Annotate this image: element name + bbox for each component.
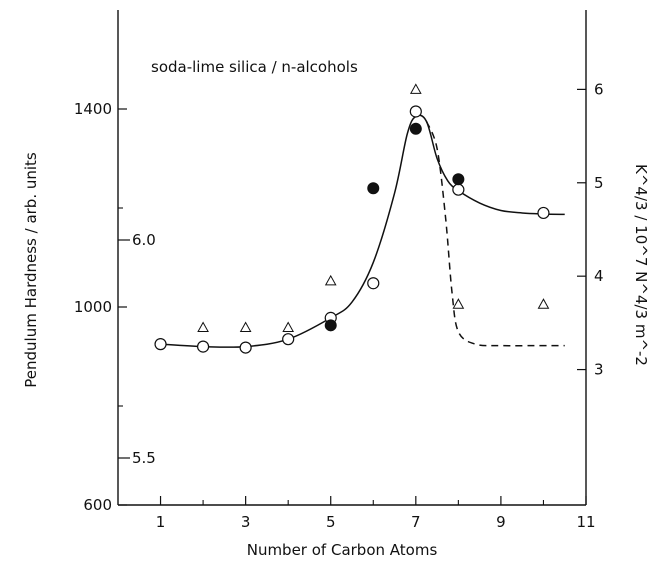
dashed-fit-curve: [425, 121, 565, 347]
open-circle-point: [367, 277, 380, 290]
x-tick-label: 11: [576, 513, 595, 531]
open-circle-point: [409, 105, 422, 118]
data-points: [154, 83, 550, 354]
open-triangle-point: [537, 298, 550, 309]
open-circle-point: [452, 183, 465, 196]
y-inner-tick-label: 6.0: [132, 231, 156, 249]
open-triangle-point: [197, 321, 209, 333]
tick-labels: 1 3 5 7 9 11 600 1000 1400 5.5 6.0 3 4 5 6: [74, 80, 604, 531]
x-tick-label: 3: [241, 513, 251, 531]
open-circle-point: [154, 338, 167, 351]
open-triangle-point: [239, 321, 252, 333]
y-left-tick-label: 600: [83, 496, 112, 514]
open-circle-point: [239, 341, 252, 354]
x-tick-label: 7: [411, 513, 421, 531]
open-triangle-point: [282, 321, 295, 333]
filled-circle-point: [409, 122, 422, 135]
y-left-tick-label: 1000: [74, 298, 112, 316]
fit-curves: [160, 114, 565, 349]
x-tick-label: 1: [156, 513, 166, 531]
y-inner-tick-label: 5.5: [132, 449, 156, 467]
filled-circle-point: [452, 173, 465, 186]
chart-annotation: soda-lime silica / n-alcohols: [151, 58, 358, 76]
x-axis-label: Number of Carbon Atoms: [247, 541, 438, 559]
plot-frame: [117, 10, 587, 506]
open-circle-point: [282, 333, 295, 346]
x-tick-label: 9: [496, 513, 506, 531]
y-right-tick-label: 4: [594, 267, 604, 285]
open-circle-point: [196, 340, 210, 353]
y-axis-left-label: Pendulum Hardness / arb. units: [22, 152, 40, 388]
y-right-tick-label: 5: [594, 174, 604, 192]
y-left-tick-label: 1400: [74, 100, 112, 118]
open-triangle-point: [452, 298, 465, 309]
y-right-tick-label: 6: [594, 80, 604, 98]
open-circle-point: [537, 206, 550, 220]
y-right-tick-label: 3: [594, 361, 604, 379]
filled-circle-point: [324, 319, 337, 332]
axis-ticks: [118, 88, 587, 506]
x-tick-label: 5: [326, 513, 336, 531]
y-axis-right-label: K^4/3 / 10^7 N^4/3 m^-2: [632, 164, 650, 366]
filled-circle-point: [367, 182, 380, 195]
open-triangle-point: [409, 83, 422, 94]
open-triangle-point: [324, 274, 337, 286]
solid-fit-curve: [160, 114, 565, 349]
